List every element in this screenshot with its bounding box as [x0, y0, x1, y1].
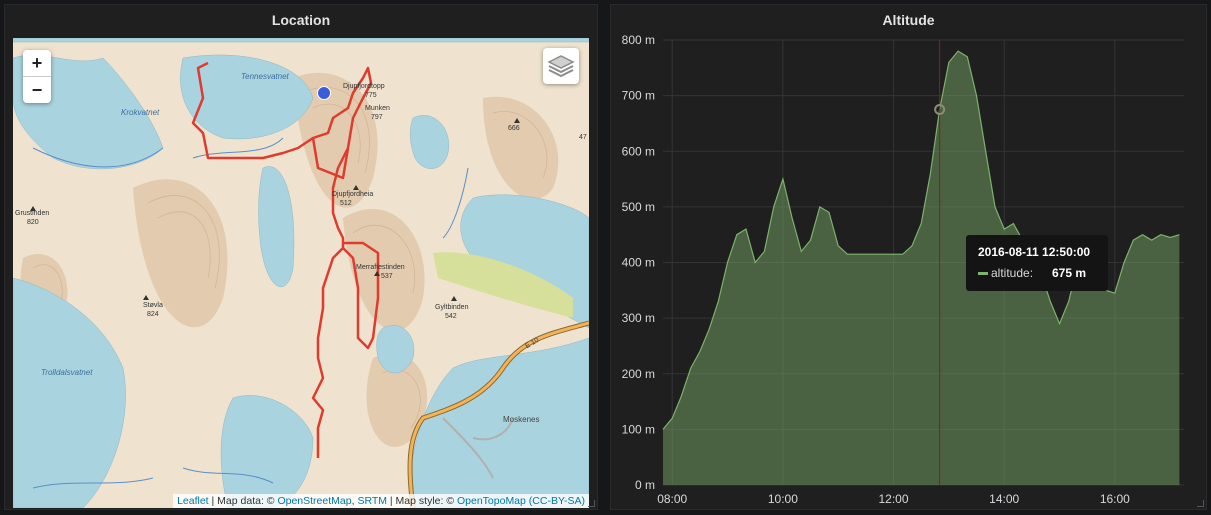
attrib-text-1: | Map data: © — [208, 495, 278, 507]
label-djupfjordtopp-height: 775 — [365, 92, 377, 99]
label-merraftestinden: Merraftestinden — [356, 264, 405, 271]
altitude-chart[interactable]: 0 m 100 m 200 m 300 m 400 m 500 m 600 m 700 m 80… — [611, 5, 1208, 511]
zoom-out-button[interactable]: − — [23, 76, 51, 103]
license-link[interactable]: (CC-BY-SA) — [528, 495, 585, 507]
label-trolldalsvatnet: Trolldalsvatnet — [41, 368, 93, 377]
x-tick-label: 10:00 — [768, 492, 798, 506]
label-moskenes: Moskenes — [503, 415, 540, 424]
y-tick-label: 0 m — [635, 478, 655, 492]
topo-map[interactable]: Tennesvatnet Krokvatnet Trolldalsvatnet … — [13, 38, 589, 508]
tooltip-series: altitude: — [978, 266, 1033, 280]
gps-track — [191, 61, 373, 458]
srtm-link[interactable]: SRTM — [357, 495, 387, 507]
label-grustinden: Grustinden — [15, 210, 50, 217]
contour-lines — [32, 73, 548, 429]
resize-handle[interactable] — [1197, 500, 1204, 507]
grass-area — [433, 252, 573, 318]
label-djupfjordheia-height: 512 — [340, 200, 352, 207]
label-djupfjordtopp: Djupfjordtopp — [343, 83, 385, 90]
resize-handle[interactable] — [588, 500, 595, 507]
zoom-control: + − — [23, 50, 51, 103]
x-tick-label: 16:00 — [1100, 492, 1130, 506]
zoom-in-button[interactable]: + — [31, 53, 43, 73]
y-tick-label: 400 m — [622, 256, 655, 270]
y-tick-label: 300 m — [622, 311, 655, 325]
series-color-swatch — [978, 272, 988, 276]
label-stovla: Støvla — [143, 302, 163, 309]
x-tick-label: 12:00 — [879, 492, 909, 506]
x-tick-label: 14:00 — [989, 492, 1019, 506]
label-gyltbinden-height: 542 — [445, 313, 457, 320]
map-tiles — [13, 38, 589, 508]
label-gyltbinden: Gyltbinden — [435, 304, 469, 311]
attrib-text-2: | Map style: © — [387, 495, 457, 507]
tooltip-time: 2016-08-11 12:50:00 — [978, 245, 1091, 259]
attrib-comma: , — [351, 495, 358, 507]
label-tennesvatnet: Tennesvatnet — [241, 72, 289, 81]
label-merraftestinden-height: 537 — [381, 273, 393, 280]
location-panel-title[interactable]: Location — [271, 12, 331, 28]
gps-track-loop — [342, 241, 380, 350]
y-tick-label: 100 m — [622, 422, 655, 436]
altitude-panel: 0 m 100 m 200 m 300 m 400 m 500 m 600 m 700 m 80… — [610, 4, 1207, 510]
location-panel: Location — [4, 4, 598, 510]
tooltip-series-name: altitude: — [991, 266, 1034, 280]
y-tick-label: 500 m — [622, 200, 655, 214]
opentopomap-link[interactable]: OpenTopoMap — [456, 495, 526, 507]
label-grustinden-height: 820 — [27, 219, 39, 226]
label-stovla-height: 824 — [147, 311, 159, 318]
series-area-altitude — [663, 51, 1180, 485]
label-djupfjordheia: Djupfjordheia — [332, 191, 374, 198]
label-peak-666: 666 — [508, 125, 520, 132]
y-tick-label: 600 m — [622, 144, 655, 158]
layers-icon — [547, 55, 575, 78]
gps-track-spur — [311, 137, 350, 180]
label-munken-height: 797 — [371, 114, 383, 121]
x-tick-label: 08:00 — [657, 492, 687, 506]
leaflet-link[interactable]: Leaflet — [177, 495, 209, 507]
altitude-panel-title[interactable]: Altitude — [882, 12, 935, 28]
hover-point — [934, 104, 946, 116]
local-road — [442, 417, 494, 479]
chart-tooltip: 2016-08-11 12:50:00 altitude: 675 m — [966, 235, 1108, 291]
local-road-2 — [472, 417, 514, 441]
label-krokvatnet: Krokvatnet — [121, 108, 160, 117]
y-tick-label: 700 m — [622, 89, 655, 103]
osm-link[interactable]: OpenStreetMap — [277, 495, 352, 507]
position-marker[interactable] — [317, 86, 331, 100]
streams — [32, 137, 469, 489]
y-tick-label: 800 m — [622, 33, 655, 47]
y-tick-label: 200 m — [622, 367, 655, 381]
peak-markers — [30, 118, 520, 301]
road-e10-fill — [408, 321, 589, 508]
label-peak-47: 47 — [579, 134, 587, 141]
label-munken: Munken — [365, 105, 390, 112]
map-attribution: Leaflet | Map data: © OpenStreetMap, SRT… — [173, 494, 589, 508]
tooltip-value: 675 m — [1052, 266, 1087, 280]
layers-button[interactable] — [543, 48, 579, 84]
